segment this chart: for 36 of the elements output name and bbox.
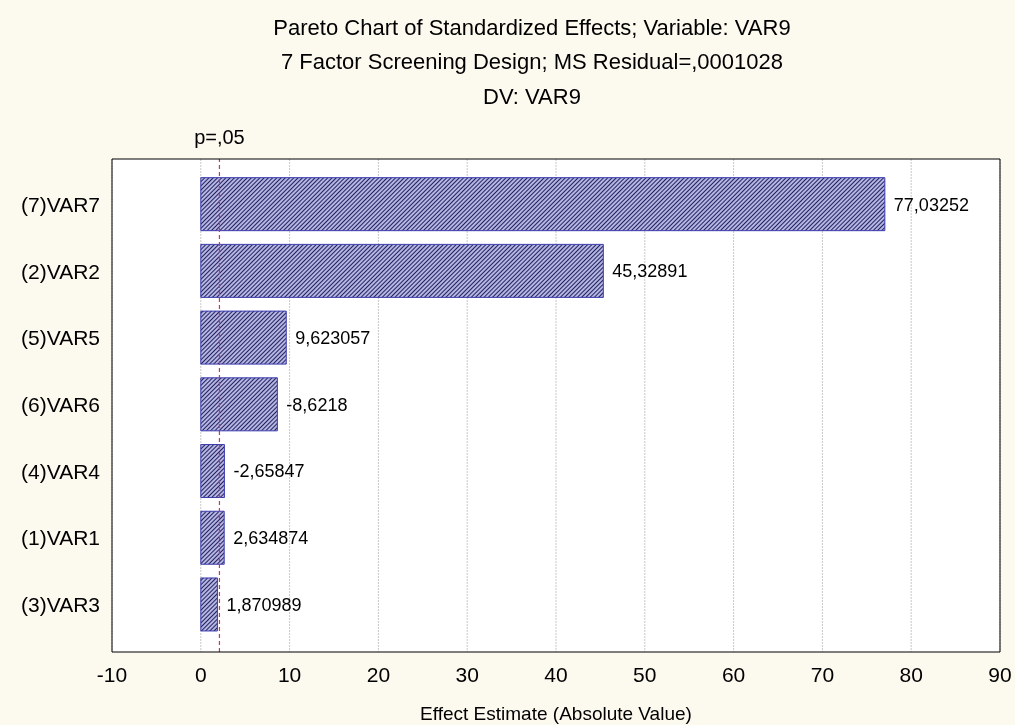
bar [200,310,287,365]
bar [200,377,278,432]
chart-subtitle: 7 Factor Screening Design; MS Residual=,0001028 DV: VAR9 [280,49,784,109]
data-label: 2,634874 [233,528,309,549]
bar [200,510,225,565]
x-tick-label: 60 [721,662,746,686]
y-tick-label: (4)VAR4 [21,459,101,483]
bar [200,243,604,298]
bar [200,444,225,499]
x-axis-title: Effect Estimate (Absolute Value) [420,703,692,724]
bar [200,177,886,232]
y-tick-label: (6)VAR6 [21,392,100,416]
x-tick-label: 70 [810,662,835,686]
x-tick-label: 90 [988,662,1012,686]
y-tick-label: (3)VAR3 [21,593,100,617]
data-label: 45,32891 [612,261,688,282]
x-tick-label: 80 [899,662,923,686]
data-label: 1,870989 [226,594,302,615]
x-tick-label: 30 [455,662,479,686]
y-tick-label: (2)VAR2 [21,259,100,283]
ref-line-label: p=,05 [194,126,245,148]
x-tick-label: 0 [194,662,207,686]
x-tick-label: 20 [366,662,391,686]
x-tick-label: 40 [544,662,568,686]
data-label: -8,6218 [286,394,348,415]
data-label: 9,623057 [295,327,371,348]
data-label: -2,65847 [233,461,305,482]
y-tick-label: (5)VAR5 [21,326,100,350]
x-tick-label: -10 [96,662,128,686]
bar [200,577,218,632]
x-tick-label: 10 [277,662,302,686]
y-tick-label: (7)VAR7 [21,192,100,216]
y-tick-label: (1)VAR1 [21,526,100,550]
chart-title: Pareto Chart of Standardized Effects; Variable: VAR9 [272,15,792,40]
data-label: 77,03252 [893,194,969,215]
x-tick-label: 50 [633,662,657,686]
